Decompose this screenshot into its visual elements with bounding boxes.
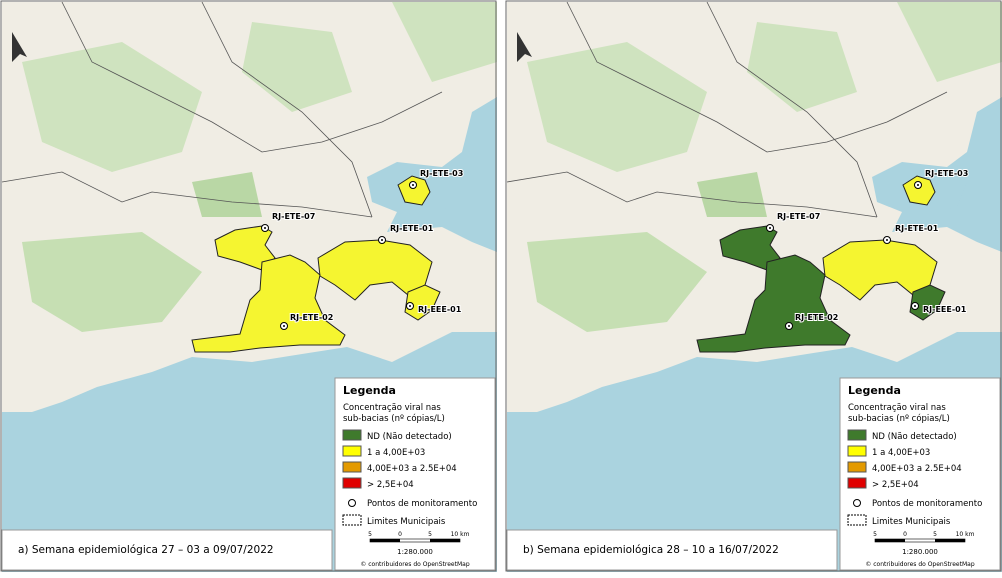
- legend-points: Pontos de monitoramento: [367, 499, 477, 509]
- legend-subtitle: Concentração viral nas: [848, 403, 946, 413]
- legend-point-icon: [348, 499, 356, 507]
- scale-label: 10 km: [956, 531, 975, 538]
- legend-subtitle: Concentração viral nas: [343, 403, 441, 413]
- legend-points: Pontos de monitoramento: [872, 499, 982, 509]
- legend-box: [334, 377, 496, 571]
- legend-swatch: [847, 461, 867, 473]
- monitoring-point-dot: [917, 184, 919, 186]
- monitoring-point-dot: [788, 325, 790, 327]
- monitoring-point-dot: [886, 239, 888, 241]
- monitoring-point-dot: [914, 305, 916, 307]
- legend-swatch: [342, 477, 362, 489]
- monitoring-point-dot: [381, 239, 383, 241]
- legend-point-icon: [853, 499, 861, 507]
- sub-basin: [214, 225, 276, 271]
- scale-label: 10 km: [451, 531, 470, 538]
- legend-swatch: [342, 461, 362, 473]
- legend-swatch: [342, 445, 362, 457]
- credit: © contribuidores do OpenStreetMap: [865, 561, 974, 568]
- station-label: RJ-ETE-03: [420, 169, 463, 178]
- station-label: RJ-ETE-02: [795, 313, 838, 322]
- map-panel: RJ-ETE-03 RJ-ETE-07 RJ-ETE-01 RJ-ETE-02 RJ-E…: [0, 0, 498, 573]
- station-label: RJ-ETE-02: [290, 313, 333, 322]
- legend-limits-icon: [847, 514, 867, 526]
- legend-swatch: [847, 429, 867, 441]
- scale-bar-segment: [935, 539, 965, 542]
- legend-swatch: [342, 429, 362, 441]
- legend-box: [839, 377, 1001, 571]
- legend-label: 1 a 4,00E+03: [872, 448, 930, 458]
- scale-bar-segment: [370, 539, 400, 542]
- station-label: RJ-ETE-07: [777, 212, 820, 221]
- monitoring-point-dot: [283, 325, 285, 327]
- monitoring-point-dot: [412, 184, 414, 186]
- sub-basin: [719, 225, 781, 271]
- legend-title: Legenda: [848, 384, 901, 397]
- sub-basin: [397, 175, 431, 206]
- scale-bar-segment: [430, 539, 460, 542]
- scale-label: 0: [903, 531, 907, 538]
- legend-limits: Limites Municipais: [872, 517, 951, 527]
- station-label: RJ-ETE-07: [272, 212, 315, 221]
- monitoring-point-dot: [264, 227, 266, 229]
- scale-bar-segment: [875, 539, 905, 542]
- legend-label: 4,00E+03 a 2.5E+04: [872, 464, 962, 474]
- scale-label: 5: [873, 531, 877, 538]
- legend-label: ND (Não detectado): [367, 432, 452, 442]
- scale-ratio: 1:280.000: [902, 548, 938, 556]
- caption-box: [506, 529, 838, 571]
- scale-label: 5: [368, 531, 372, 538]
- legend-label: 4,00E+03 a 2.5E+04: [367, 464, 457, 474]
- scale-label: 0: [398, 531, 402, 538]
- map-panel: RJ-ETE-03 RJ-ETE-07 RJ-ETE-01 RJ-ETE-02 RJ-E…: [505, 0, 1002, 573]
- legend-label: > 2,5E+04: [872, 480, 919, 490]
- station-label: RJ-EEE-01: [418, 305, 462, 314]
- panel-border: [0, 0, 497, 572]
- sub-basin: [696, 254, 851, 353]
- sub-basin: [909, 284, 946, 321]
- scale-label: 5: [933, 531, 937, 538]
- sub-basin: [191, 254, 346, 353]
- monitoring-point-dot: [409, 305, 411, 307]
- caption: b) Semana epidemiológica 28 – 10 a 16/07…: [523, 544, 779, 556]
- station-label: RJ-ETE-01: [895, 224, 939, 233]
- legend-subtitle: sub-bacias (nº cópias/L): [343, 413, 445, 424]
- station-label: RJ-ETE-03: [925, 169, 968, 178]
- station-label: RJ-ETE-01: [390, 224, 434, 233]
- caption: a) Semana epidemiológica 27 – 03 a 09/07…: [18, 544, 274, 556]
- legend-swatch: [847, 445, 867, 457]
- scale-ratio: 1:280.000: [397, 548, 433, 556]
- legend-limits: Limites Municipais: [367, 517, 446, 527]
- legend-label: > 2,5E+04: [367, 480, 414, 490]
- station-label: RJ-EEE-01: [923, 305, 967, 314]
- sub-basin: [902, 175, 936, 206]
- legend-swatch: [847, 477, 867, 489]
- legend-limits-icon: [342, 514, 362, 526]
- legend-label: ND (Não detectado): [872, 432, 957, 442]
- caption-box: [1, 529, 333, 571]
- scale-label: 5: [428, 531, 432, 538]
- legend-title: Legenda: [343, 384, 396, 397]
- credit: © contribuidores do OpenStreetMap: [360, 561, 469, 568]
- panel-border: [505, 0, 1002, 572]
- monitoring-point-dot: [769, 227, 771, 229]
- legend-label: 1 a 4,00E+03: [367, 448, 425, 458]
- legend-subtitle: sub-bacias (nº cópias/L): [848, 413, 950, 424]
- sub-basin: [404, 284, 441, 321]
